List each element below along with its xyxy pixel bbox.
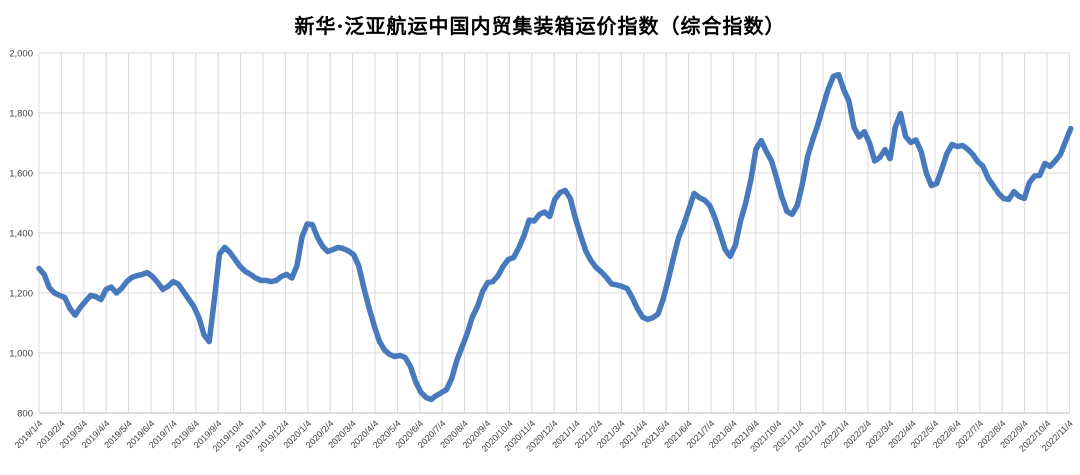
y-tick-label: 1,400 [9,229,33,240]
y-tick-label: 1,200 [9,289,33,300]
x-axis-labels: 2019/1/42019/2/42019/3/42019/4/42019/5/4… [13,418,1075,453]
y-tick-label: 1,800 [9,109,33,120]
chart-title: 新华·泛亚航运中国内贸集装箱运价指数（综合指数） [294,14,786,38]
composite-index-line [36,71,1074,403]
y-tick-label: 800 [17,409,33,420]
y-tick-label: 1,600 [9,169,33,180]
y-tick-label: 2,000 [9,49,33,60]
y-axis-labels: 800 1,000 1,200 1,400 1,600 1,800 2,000 [9,49,33,420]
y-tick-label: 1,000 [9,349,33,360]
